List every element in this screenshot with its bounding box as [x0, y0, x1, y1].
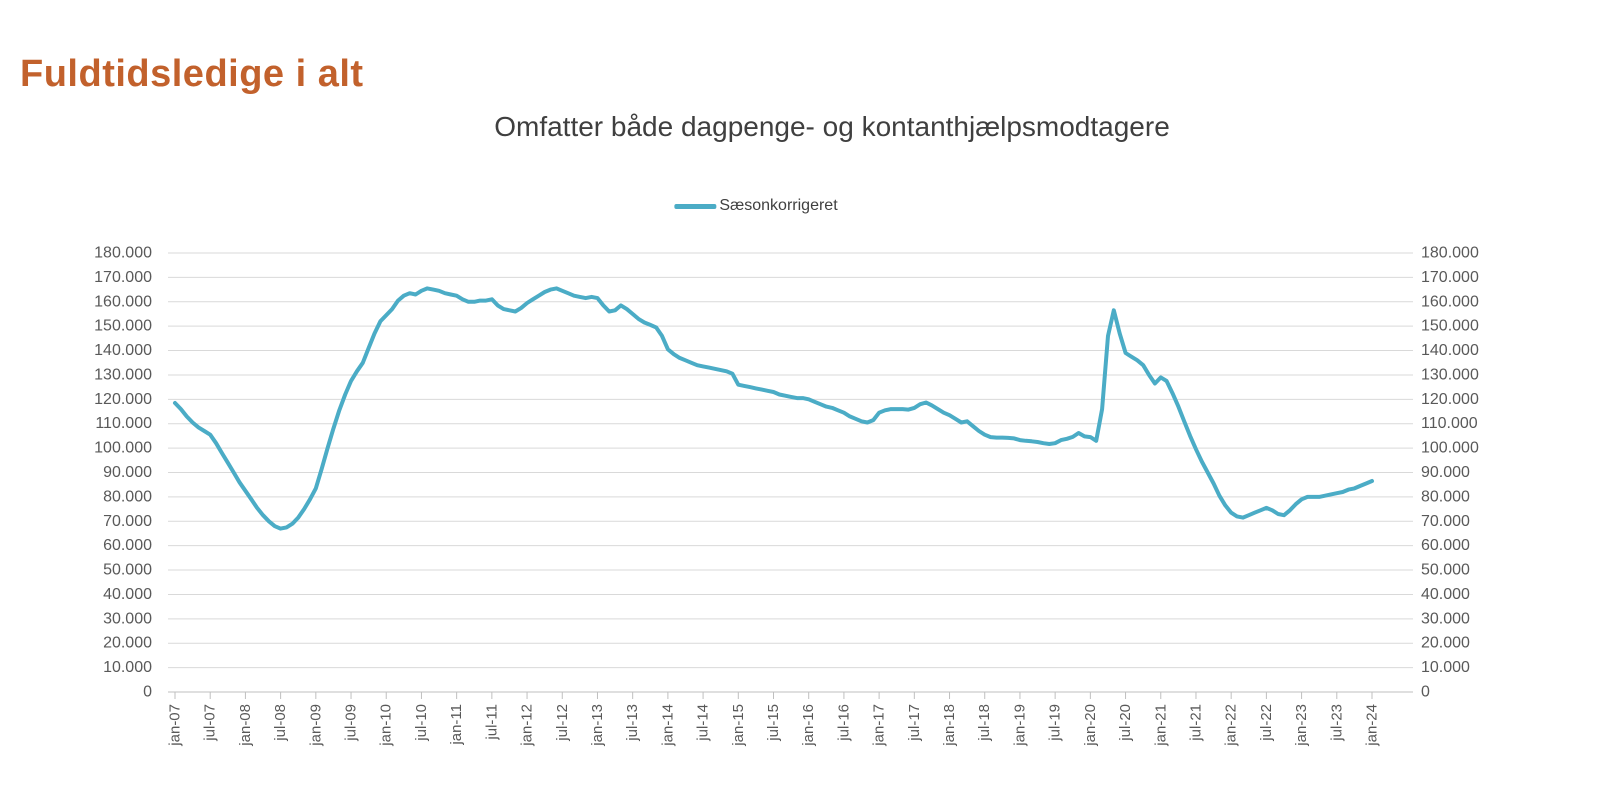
- y-axis-label-left: 90.000: [103, 464, 152, 481]
- y-axis-label-left: 130.000: [94, 366, 152, 383]
- y-axis-label-left: 100.000: [94, 440, 152, 457]
- y-axis-label-left: 180.000: [94, 245, 152, 262]
- x-axis-label: jul-20: [1117, 704, 1134, 742]
- y-axis-label-right: 130.000: [1421, 366, 1479, 383]
- y-axis-label-right: 20.000: [1421, 635, 1470, 652]
- y-axis-label-left: 70.000: [103, 513, 152, 530]
- x-axis-label: jan-17: [871, 704, 888, 747]
- chart-subtitle: Omfatter både dagpenge- og kontanthjælps…: [494, 111, 1170, 142]
- y-axis-label-left: 150.000: [94, 318, 152, 335]
- y-axis-label-left: 40.000: [103, 586, 152, 603]
- x-axis-label: jan-15: [730, 704, 747, 747]
- x-axis-label: jul-19: [1047, 704, 1064, 742]
- x-axis-label: jan-21: [1152, 704, 1169, 747]
- x-axis-label: jan-20: [1082, 704, 1099, 747]
- x-axis-label: jul-10: [413, 704, 430, 742]
- x-axis-label: jul-23: [1328, 704, 1345, 742]
- y-axis-label-right: 30.000: [1421, 610, 1470, 627]
- y-axis-label-left: 0: [143, 684, 152, 701]
- y-axis-label-right: 170.000: [1421, 269, 1479, 286]
- x-axis-label: jan-07: [167, 704, 184, 747]
- y-axis-label-left: 170.000: [94, 269, 152, 286]
- y-axis-label-left: 120.000: [94, 391, 152, 408]
- x-axis-label: jul-18: [976, 704, 993, 742]
- y-axis-label-left: 140.000: [94, 342, 152, 359]
- y-axis-label-right: 180.000: [1421, 245, 1479, 262]
- page-title: Fuldtidsledige i alt: [20, 53, 364, 96]
- y-axis-label-right: 70.000: [1421, 513, 1470, 530]
- legend-label: Sæsonkorrigeret: [719, 197, 838, 214]
- legend: Sæsonkorrigeret: [674, 197, 838, 214]
- x-axis-label: jan-12: [519, 704, 536, 747]
- x-axis-label: jan-10: [378, 704, 395, 747]
- y-axis-label-left: 60.000: [103, 537, 152, 554]
- y-axis-label-left: 160.000: [94, 293, 152, 310]
- y-axis-label-left: 30.000: [103, 610, 152, 627]
- y-axis-label-right: 10.000: [1421, 659, 1470, 676]
- y-axis-label-right: 60.000: [1421, 537, 1470, 554]
- x-axis-label: jul-15: [765, 704, 782, 742]
- x-axis-label: jul-11: [483, 704, 500, 741]
- y-axis-label-left: 80.000: [103, 488, 152, 505]
- x-axis-label: jul-08: [272, 704, 289, 742]
- x-axis-label: jul-17: [906, 704, 923, 742]
- x-axis-label: jul-21: [1187, 704, 1204, 742]
- y-axis-label-right: 0: [1421, 684, 1430, 701]
- x-axis-label: jan-24: [1364, 704, 1381, 747]
- y-axis-label-right: 110.000: [1421, 415, 1478, 432]
- x-axis-label: jul-16: [835, 704, 852, 742]
- x-axis-label: jan-23: [1293, 704, 1310, 747]
- series-line: [173, 286, 1374, 531]
- x-axis-label: jan-11: [448, 704, 465, 746]
- x-axis-label: jul-09: [343, 704, 360, 742]
- y-axis-label-right: 80.000: [1421, 488, 1470, 505]
- x-axis-label: jan-08: [237, 704, 254, 747]
- y-axis-label-right: 150.000: [1421, 318, 1479, 335]
- legend-line-swatch: [674, 203, 717, 209]
- y-axis-label-left: 10.000: [103, 659, 152, 676]
- x-axis-label: jul-12: [554, 704, 571, 742]
- x-axis-label: jan-14: [659, 704, 676, 747]
- x-axis-label: jan-18: [941, 704, 958, 747]
- y-axis-label-right: 120.000: [1421, 391, 1479, 408]
- y-axis-label-left: 20.000: [103, 635, 152, 652]
- y-axis-label-right: 100.000: [1421, 440, 1479, 457]
- x-axis-label: jan-09: [307, 704, 324, 747]
- x-axis-label: jan-22: [1223, 704, 1240, 747]
- x-axis-label: jul-22: [1258, 704, 1275, 742]
- y-axis-label-right: 160.000: [1421, 293, 1479, 310]
- x-axis-label: jul-07: [202, 704, 219, 742]
- y-axis-label-right: 90.000: [1421, 464, 1470, 481]
- y-axis-label-right: 140.000: [1421, 342, 1479, 359]
- y-axis-label-right: 40.000: [1421, 586, 1470, 603]
- x-axis-label: jan-13: [589, 704, 606, 747]
- x-axis-label: jan-19: [1011, 704, 1028, 747]
- y-axis-label-right: 50.000: [1421, 562, 1470, 579]
- x-axis-label: jul-14: [695, 704, 712, 742]
- y-axis-label-left: 110.000: [95, 415, 152, 432]
- x-axis-label: jul-13: [624, 704, 641, 742]
- y-axis-label-left: 50.000: [103, 562, 152, 579]
- x-axis-label: jan-16: [800, 704, 817, 747]
